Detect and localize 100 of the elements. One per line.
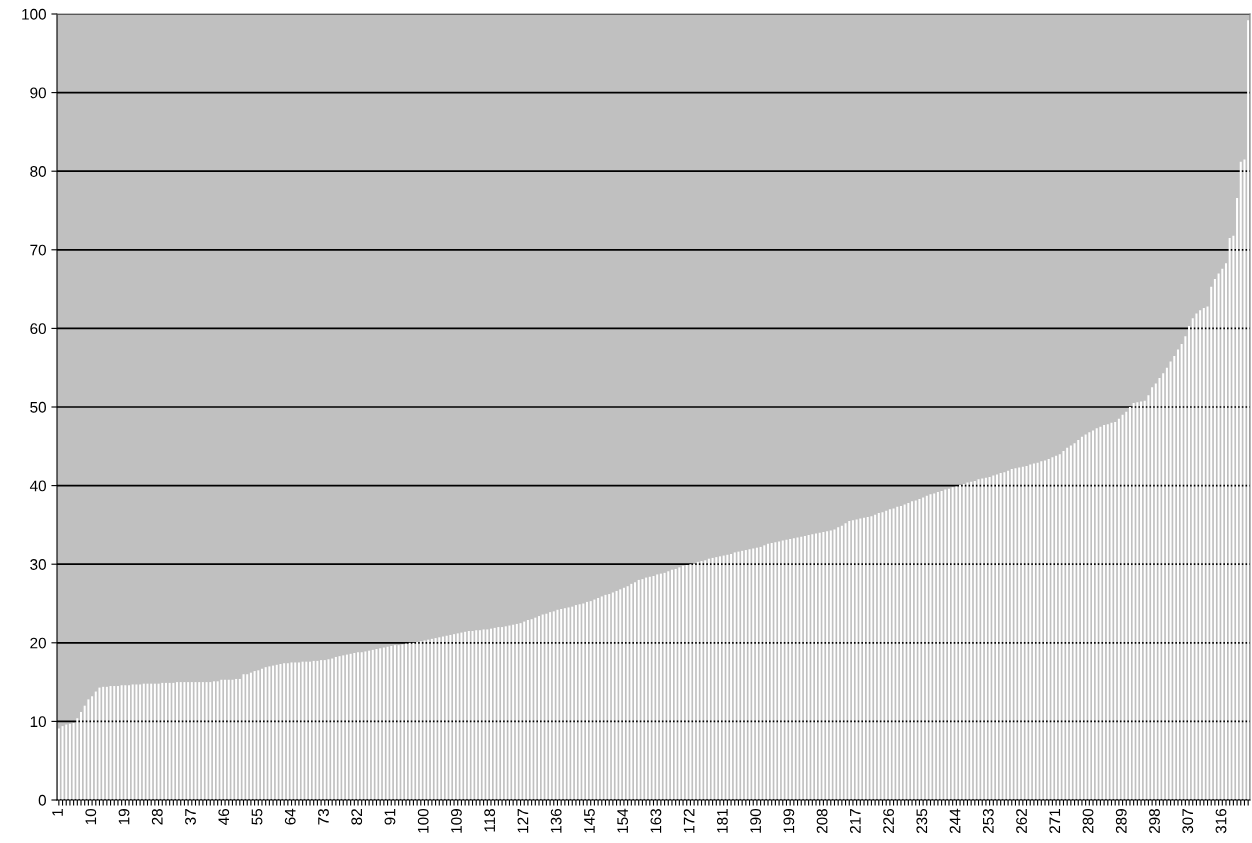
bar [397, 645, 400, 800]
bar [615, 590, 618, 800]
bar [1232, 235, 1235, 800]
bar [297, 662, 300, 800]
bar [102, 686, 105, 800]
bar [246, 674, 249, 800]
bar [475, 630, 478, 800]
bar [922, 497, 925, 800]
bar [622, 587, 625, 800]
bar [493, 627, 496, 800]
bar [818, 532, 821, 800]
bar [275, 664, 278, 800]
x-tick-label: 82 [351, 809, 363, 825]
bar [76, 718, 79, 800]
bar [198, 682, 201, 800]
bar [515, 623, 518, 800]
bar [678, 567, 681, 800]
bar [933, 493, 936, 800]
bar [936, 491, 939, 800]
x-tick-label: 208 [816, 809, 828, 834]
x-tick-label: 316 [1215, 809, 1227, 834]
bar [984, 477, 987, 800]
bar [1055, 455, 1058, 800]
bar [785, 539, 788, 800]
bar [715, 557, 718, 800]
bar [419, 641, 422, 800]
bar [253, 671, 256, 800]
bar [870, 516, 873, 800]
bar [489, 628, 492, 800]
bar [807, 535, 810, 800]
bar [696, 561, 699, 800]
bar [1062, 451, 1065, 800]
bar [135, 684, 138, 800]
bar [578, 604, 581, 800]
bar [519, 623, 522, 800]
bar [98, 687, 101, 800]
bar [1114, 421, 1117, 800]
x-tick-label: 118 [484, 809, 496, 832]
bar [456, 633, 459, 800]
y-tick-label: 50 [30, 401, 46, 413]
bar [874, 514, 877, 800]
bar [441, 636, 444, 800]
bar [608, 594, 611, 800]
bar [323, 660, 326, 800]
bar [1029, 464, 1032, 800]
bar [792, 538, 795, 800]
bar [1140, 401, 1143, 800]
bar [401, 644, 404, 800]
bar [1044, 460, 1047, 800]
bar [260, 668, 263, 800]
x-tick-label: 226 [883, 809, 894, 834]
x-tick-label: 190 [750, 808, 762, 833]
bar [113, 686, 116, 800]
bar [667, 571, 670, 800]
bar [349, 653, 352, 800]
x-tick-label: 109 [451, 809, 462, 833]
bar [312, 660, 315, 800]
bar [670, 569, 673, 800]
bar [1199, 310, 1202, 800]
bar [848, 520, 851, 800]
bar [737, 551, 740, 800]
bar [268, 666, 271, 800]
bar [453, 634, 456, 800]
bar [257, 670, 260, 800]
bar [1099, 426, 1102, 800]
bar [1165, 367, 1168, 800]
bar [1121, 414, 1124, 800]
bar [220, 679, 223, 800]
bar [408, 642, 411, 800]
bar [1110, 422, 1113, 800]
x-tick-label: 262 [1016, 809, 1027, 834]
bar [973, 480, 976, 800]
x-tick-label: 19 [118, 809, 130, 825]
bar [822, 531, 825, 800]
bar [72, 722, 75, 800]
bar [918, 498, 921, 800]
bar [545, 613, 548, 800]
bar [412, 642, 415, 800]
bar [530, 619, 533, 800]
bar [877, 513, 880, 800]
bar [146, 683, 149, 800]
bar [741, 550, 744, 800]
x-tick-label: 100 [417, 808, 429, 833]
bar [663, 572, 666, 800]
bar [1058, 454, 1061, 800]
bar [482, 629, 485, 800]
bar [327, 659, 330, 800]
bar [593, 599, 596, 800]
bar [1077, 440, 1080, 800]
bar [1176, 349, 1179, 800]
bar [752, 548, 755, 800]
bar [1084, 434, 1087, 800]
x-tick-label: 307 [1182, 809, 1194, 834]
bar [124, 685, 127, 800]
bar [1184, 336, 1187, 800]
y-tick-label: 80 [30, 166, 46, 177]
bar [811, 534, 814, 800]
bar [903, 504, 906, 800]
bar [896, 506, 899, 800]
bar [541, 614, 544, 800]
